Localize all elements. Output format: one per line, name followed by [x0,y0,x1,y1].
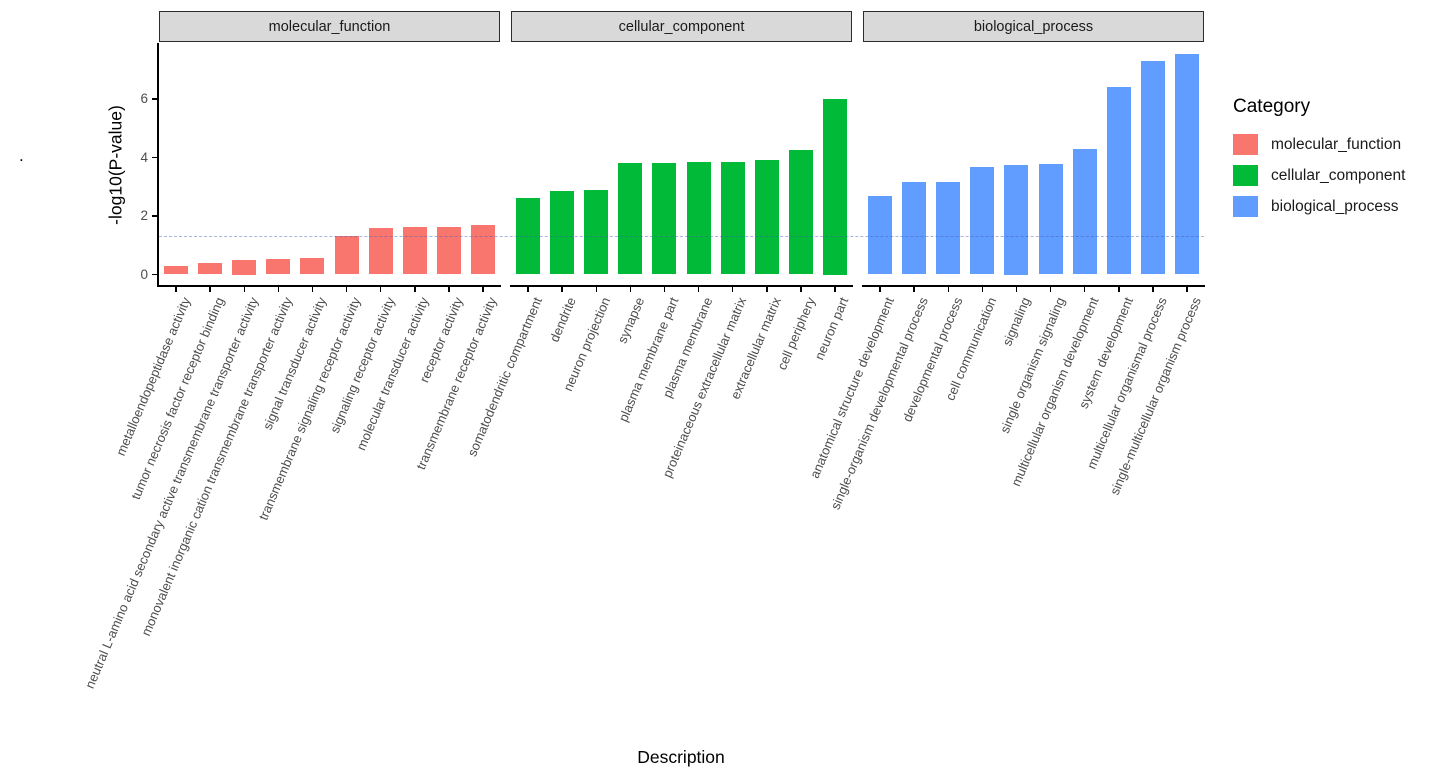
facet-strip-biological-process: biological_process [863,11,1204,42]
x-tick-label: neutral L-amino acid secondary active tr… [81,295,262,691]
bar-biological_process [970,166,995,275]
x-axis-tick [800,287,802,292]
x-axis-tick [448,287,450,292]
x-axis-tick [1152,287,1154,292]
significance-threshold-line [159,235,1204,237]
bar-biological_process [1038,164,1063,275]
bar-cellular_component [618,163,643,275]
bar-cellular_component [822,99,847,275]
bar-molecular_function [164,265,189,275]
y-axis-tick [152,98,157,100]
x-axis-line [862,285,1205,287]
x-axis-tick [766,287,768,292]
x-tick-label: signal transducer activity [259,295,330,432]
x-axis-tick [175,287,177,292]
y-axis-tick [152,156,157,159]
bar-biological_process [936,182,961,275]
legend-swatch-molecular-function [1233,134,1258,155]
y-axis-tick [152,215,157,217]
bar-cellular_component [550,191,575,275]
bar-molecular_function [368,227,393,275]
y-tick-label: 0 [140,266,148,282]
bar-cellular_component [720,161,745,275]
legend-swatch-biological-process [1233,196,1258,217]
legend-label: cellular_component [1271,166,1406,184]
bar-cellular_component [788,149,813,275]
x-axis-tick [879,287,881,292]
bar-molecular_function [436,227,461,275]
bar-biological_process [1072,149,1097,275]
x-tick-label: signaling [999,295,1034,349]
x-axis-tick [277,287,280,292]
x-axis-tick [1049,287,1052,292]
x-axis-tick [345,287,348,292]
x-axis-tick [913,287,915,292]
facet-strip-cellular-component: cellular_component [511,11,852,42]
legend-label: biological_process [1271,197,1399,215]
x-axis-tick [1118,287,1120,292]
x-axis-tick [947,287,949,292]
x-axis-tick [414,287,416,292]
x-axis-tick [731,287,734,292]
bar-biological_process [902,182,927,275]
legend: Category molecular_function cellular_com… [1233,96,1423,227]
bar-cellular_component [754,160,779,275]
x-axis-tick [663,287,666,292]
bar-molecular_function [334,236,359,275]
x-axis-tick [697,287,700,292]
y-tick-label: 6 [140,91,148,106]
x-axis-tick [1083,287,1086,292]
x-tick-label: synapse [614,295,648,346]
x-axis-line [158,285,501,287]
bar-molecular_function [232,259,257,275]
x-axis-tick [595,287,597,292]
x-axis-tick [379,287,382,292]
legend-title: Category [1233,96,1311,117]
x-axis-tick [527,287,529,292]
legend-label: molecular_function [1271,135,1402,153]
bar-cellular_component [584,189,609,275]
x-axis-tick [561,287,563,292]
bar-molecular_function [198,263,223,275]
x-axis-tick [1015,287,1018,292]
bar-molecular_function [402,227,427,275]
legend-entry-molecular-function: molecular_function [1233,134,1423,155]
y-tick-label: 4 [140,149,148,165]
x-axis-line [510,285,853,287]
x-axis-tick [311,287,314,292]
bar-molecular_function [300,257,325,275]
x-axis-title: Description [637,747,725,767]
x-axis-tick [243,287,245,292]
plot-title: . [19,146,24,165]
x-axis-tick [629,287,632,292]
x-axis-tick [482,287,484,292]
bar-cellular_component [686,162,711,275]
bar-biological_process [1106,87,1131,275]
x-tick-label: dendrite [546,295,579,345]
y-tick-label: 2 [140,208,148,223]
bar-biological_process [1004,164,1029,275]
y-axis-line [157,43,159,287]
bar-cellular_component [652,163,677,275]
facet-strip-molecular-function: molecular_function [159,11,500,42]
legend-entry-biological-process: biological_process [1233,196,1423,217]
x-axis-tick [834,287,836,292]
bar-cellular_component [516,198,541,275]
x-tick-label: neuron part [811,295,852,363]
x-axis-tick [981,287,984,292]
bar-molecular_function [266,259,291,275]
x-axis-tick [209,287,211,292]
x-axis-tick [1186,287,1188,292]
bar-molecular_function [470,224,495,275]
legend-swatch-cellular-component [1233,165,1258,186]
bar-biological_process [1174,53,1199,275]
y-axis-tick [152,273,157,276]
bar-biological_process [868,196,893,275]
legend-entry-cellular-component: cellular_component [1233,165,1423,186]
bar-biological_process [1140,60,1165,275]
